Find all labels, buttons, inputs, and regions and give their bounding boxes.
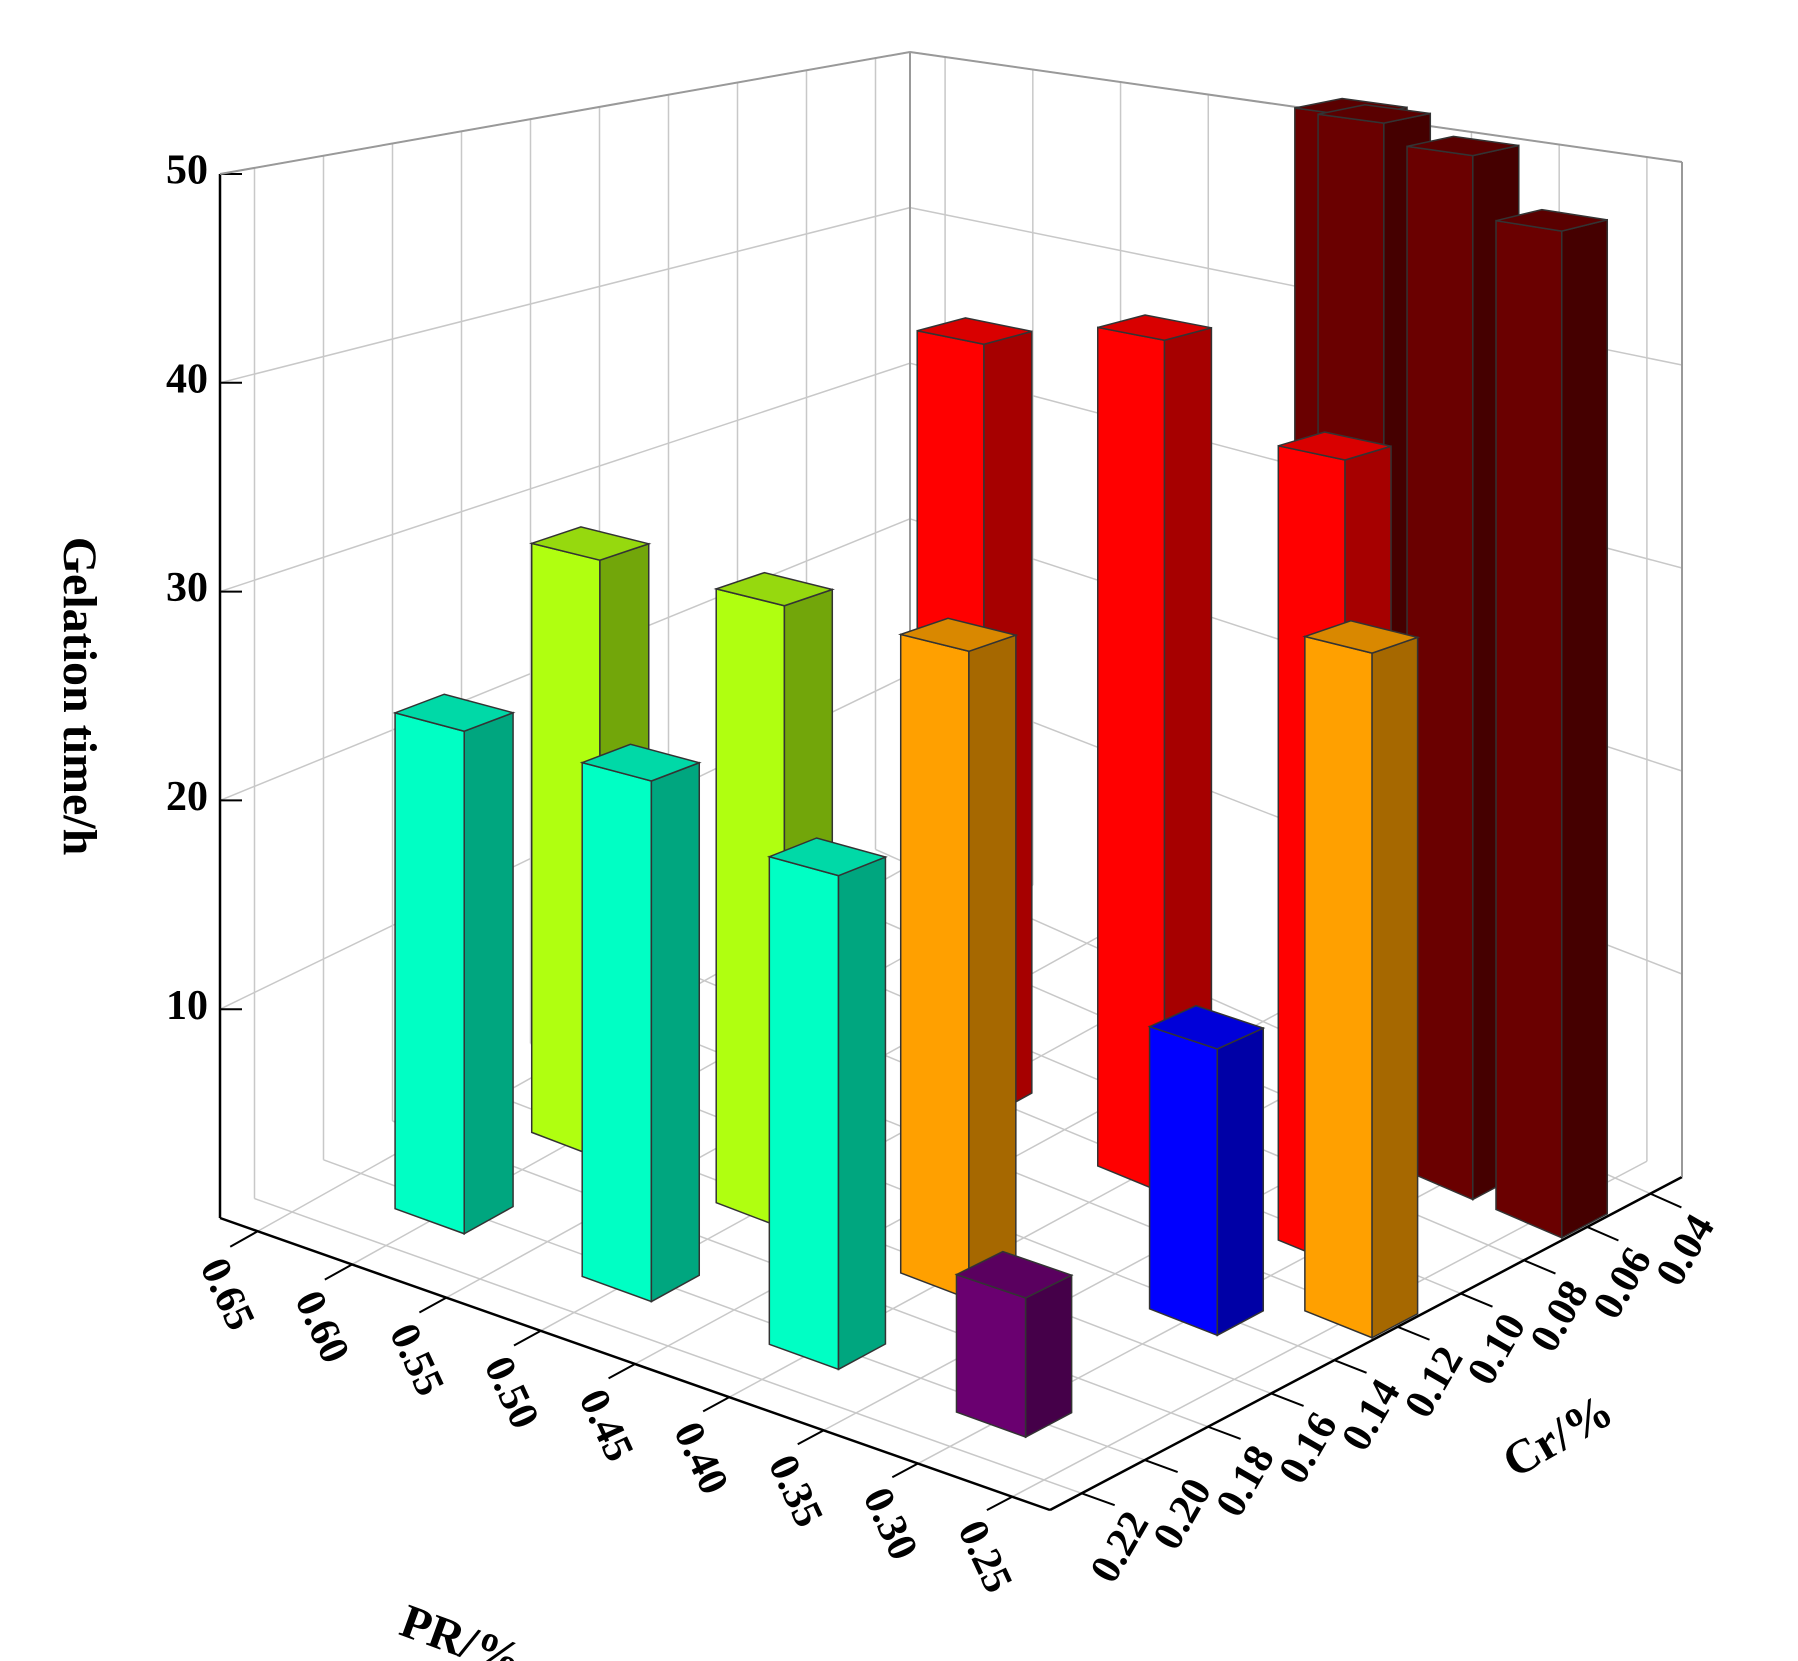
bar: [898, 617, 1019, 1301]
z-tick-label: 40: [166, 356, 208, 402]
x-tick-label: 0.65: [191, 1251, 264, 1337]
bar-side: [1024, 1273, 1073, 1439]
bar-front: [1148, 1025, 1219, 1337]
bar: [766, 837, 888, 1371]
z-tick-label: 30: [166, 565, 208, 611]
x-tick-label: 0.35: [759, 1448, 832, 1534]
tick-mark: [608, 1363, 636, 1380]
z-axis-title: Gelation time/h: [53, 537, 106, 856]
bar-side: [1371, 636, 1419, 1339]
bar-top: [1406, 135, 1519, 157]
tick-mark: [1460, 1292, 1493, 1308]
bar-side: [463, 711, 514, 1236]
frame-line: [219, 51, 911, 175]
bar-top: [713, 571, 835, 607]
x-tick-label: 0.55: [380, 1317, 453, 1403]
tick-mark: [1270, 1392, 1304, 1407]
bar-top: [579, 743, 702, 782]
bar-side: [837, 855, 887, 1371]
bar: [392, 693, 516, 1236]
tick-mark: [1081, 1492, 1116, 1507]
tick-mark: [891, 1462, 919, 1479]
tick-mark: [513, 1329, 542, 1347]
bar-side: [968, 634, 1017, 1301]
bar: [1147, 1004, 1266, 1337]
bar-top: [1302, 619, 1421, 654]
y-tick-label: 0.16: [1270, 1405, 1347, 1492]
bar-front: [394, 711, 465, 1235]
grid-line: [254, 1197, 1082, 1495]
bar: [1495, 208, 1609, 1240]
tick-mark: [324, 1263, 353, 1281]
bar-front: [768, 855, 840, 1371]
z-tick-label: 50: [166, 148, 208, 194]
bar-top: [529, 526, 652, 561]
grid-line: [219, 206, 911, 384]
tick-mark: [797, 1429, 825, 1446]
bar-top: [954, 1250, 1074, 1299]
tick-mark: [418, 1296, 447, 1314]
bar-front: [899, 633, 970, 1301]
tick-mark: [1144, 1459, 1178, 1473]
bar: [954, 1250, 1074, 1439]
bar-side: [1216, 1027, 1265, 1337]
y-axis-title: Cr/%: [1494, 1384, 1622, 1489]
tick-mark: [702, 1396, 730, 1413]
bar-front: [1304, 635, 1373, 1339]
bar: [579, 743, 702, 1303]
tick-mark: [1207, 1425, 1241, 1440]
axis-line: [1049, 1175, 1683, 1512]
bar-top: [898, 617, 1019, 653]
x-tick-label: 0.50: [475, 1350, 548, 1436]
tick-mark: [1523, 1259, 1556, 1275]
tick-mark: [1649, 1192, 1682, 1209]
x-tick-label: 0.30: [854, 1481, 927, 1567]
z-tick-label: 10: [166, 983, 208, 1029]
bar-front: [581, 761, 653, 1303]
bar-side: [650, 761, 701, 1303]
y-tick-label: 0.22: [1082, 1504, 1159, 1591]
bar-top: [392, 693, 516, 733]
bar: [1097, 314, 1213, 1195]
tick-mark: [1397, 1325, 1430, 1341]
bar-side: [1560, 218, 1609, 1240]
y-tick-label: 0.10: [1459, 1306, 1536, 1393]
bar-top: [1278, 431, 1392, 461]
bar: [1302, 619, 1421, 1339]
bar-front: [955, 1273, 1027, 1439]
tick-mark: [1586, 1226, 1619, 1242]
tick-mark: [986, 1495, 1013, 1512]
x-tick-label: 0.45: [570, 1382, 643, 1468]
grid-line: [219, 362, 911, 593]
y-tick-label: 0.06: [1584, 1240, 1661, 1327]
y-tick-label: 0.12: [1396, 1339, 1473, 1426]
axis-line: [219, 1216, 1051, 1512]
z-tick-label: 20: [166, 774, 208, 820]
x-tick-label: 0.40: [664, 1415, 737, 1501]
y-tick-label: 0.20: [1145, 1471, 1222, 1558]
bar-top: [1317, 103, 1431, 124]
x-tick-label: 0.60: [285, 1284, 358, 1370]
x-tick-label: 0.25: [948, 1514, 1021, 1600]
bar-top: [766, 837, 888, 877]
tick-mark: [229, 1230, 259, 1248]
bar-front: [1495, 219, 1563, 1239]
tick-mark: [1334, 1359, 1367, 1374]
bar-top: [917, 317, 1033, 346]
bar-top: [1495, 208, 1608, 232]
bar-top: [1097, 314, 1212, 342]
x-axis-title: PR/%: [394, 1594, 530, 1661]
y-tick-label: 0.04: [1647, 1207, 1724, 1294]
y-tick-label: 0.08: [1522, 1273, 1599, 1360]
y-tick-label: 0.14: [1333, 1372, 1410, 1459]
bar-top: [1147, 1004, 1266, 1050]
y-tick-label: 0.18: [1207, 1438, 1284, 1525]
